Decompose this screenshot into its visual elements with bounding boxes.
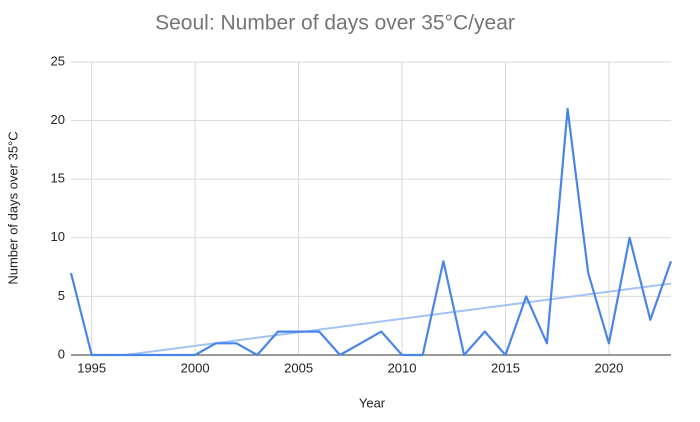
y-tick-label: 5 (58, 288, 65, 303)
y-tick-label: 10 (51, 229, 65, 244)
x-tick-label: 2015 (491, 360, 520, 375)
x-tick-label: 1995 (77, 360, 106, 375)
x-tick-label: 2005 (284, 360, 313, 375)
y-axis-label: Number of days over 35°C (5, 131, 20, 284)
trendline (124, 282, 672, 356)
y-tick-label: 0 (58, 346, 65, 361)
x-tick-label: 2000 (181, 360, 210, 375)
y-tick-label: 15 (51, 171, 65, 186)
x-tick-label: 2020 (594, 360, 623, 375)
data-line (69, 107, 673, 357)
y-tick-label: 20 (51, 112, 65, 127)
y-tick-label: 25 (51, 53, 65, 68)
x-tick-label: 2010 (388, 360, 417, 375)
x-axis-label: Year (359, 395, 386, 410)
chart-title: Seoul: Number of days over 35°C/year (155, 12, 515, 35)
